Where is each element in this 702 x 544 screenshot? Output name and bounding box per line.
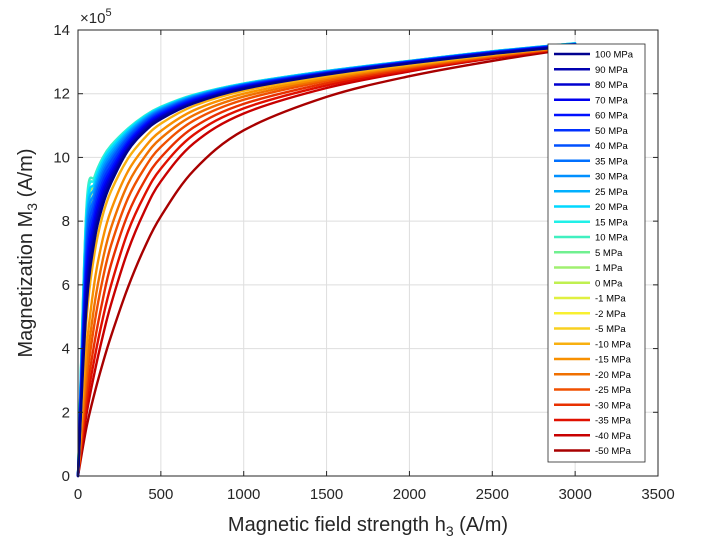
- series-line: [76, 45, 577, 478]
- legend-label: 20 MPa: [595, 202, 628, 213]
- legend: 100 MPa 90 MPa 80 MPa 70 MPa 60 MPa 50 MPa 40 …: [547, 43, 646, 463]
- x-tick-label: 2500: [476, 486, 509, 503]
- series-line: [76, 46, 577, 478]
- legend-label: -15 MPa: [595, 355, 632, 366]
- legend-label: 40 MPa: [595, 141, 628, 152]
- plot-lines: [76, 42, 577, 478]
- legend-label: 0 MPa: [595, 278, 623, 289]
- y-tick-label: 14: [53, 22, 70, 39]
- legend-label: 1 MPa: [595, 263, 623, 274]
- x-tick-label: 3500: [641, 486, 674, 503]
- legend-label: 70 MPa: [595, 95, 628, 106]
- y-axis-exponent: ×105: [80, 7, 112, 27]
- y-tick-label: 0: [62, 468, 70, 485]
- legend-label: 35 MPa: [595, 156, 628, 167]
- x-tick-label: 1500: [310, 486, 343, 503]
- y-axis-ticks: 0 2 4 6 8 10 12 14: [53, 22, 658, 485]
- legend-label: 30 MPa: [595, 172, 628, 183]
- series-line: [76, 44, 577, 478]
- legend-label: -20 MPa: [595, 370, 632, 381]
- legend-label: 25 MPa: [595, 187, 628, 198]
- x-tick-label: 0: [74, 486, 82, 503]
- legend-label: -1 MPa: [595, 294, 626, 305]
- y-tick-label: 12: [53, 86, 70, 103]
- series-line: [76, 44, 577, 478]
- x-tick-label: 1000: [227, 486, 260, 503]
- legend-label: 80 MPa: [595, 80, 628, 91]
- legend-label: -50 MPa: [595, 446, 632, 457]
- y-tick-label: 2: [62, 404, 70, 421]
- legend-label: 5 MPa: [595, 248, 623, 259]
- y-axis-label: Magnetization M3 (A/m): [15, 149, 40, 358]
- legend-label: -35 MPa: [595, 416, 632, 427]
- legend-label: 100 MPa: [595, 50, 634, 61]
- x-tick-label: 3000: [558, 486, 591, 503]
- x-axis-label: Magnetic field strength h3 (A/m): [228, 514, 508, 539]
- series-line: [76, 46, 577, 478]
- x-axis-ticks: 0 500 1000 1500 2000 2500 3000 3500: [74, 30, 675, 503]
- legend-label: 50 MPa: [595, 126, 628, 137]
- legend-label: -30 MPa: [595, 400, 632, 411]
- legend-label: 15 MPa: [595, 217, 628, 228]
- legend-label: 60 MPa: [595, 111, 628, 122]
- legend-label: -10 MPa: [595, 339, 632, 350]
- legend-label: 90 MPa: [595, 65, 628, 76]
- legend-items: 100 MPa 90 MPa 80 MPa 70 MPa 60 MPa 50 MPa 40 …: [554, 50, 634, 457]
- legend-label: -40 MPa: [595, 431, 632, 442]
- x-tick-label: 2000: [393, 486, 426, 503]
- legend-label: 10 MPa: [595, 233, 628, 244]
- legend-label: -25 MPa: [595, 385, 632, 396]
- y-tick-label: 6: [62, 277, 70, 294]
- legend-label: -2 MPa: [595, 309, 626, 320]
- axes-box: [77, 29, 659, 477]
- x-tick-label: 500: [148, 486, 173, 503]
- y-tick-label: 8: [62, 213, 70, 230]
- y-tick-label: 4: [62, 341, 70, 358]
- y-tick-label: 10: [53, 149, 70, 166]
- legend-label: -5 MPa: [595, 324, 626, 335]
- series-line: [76, 46, 577, 478]
